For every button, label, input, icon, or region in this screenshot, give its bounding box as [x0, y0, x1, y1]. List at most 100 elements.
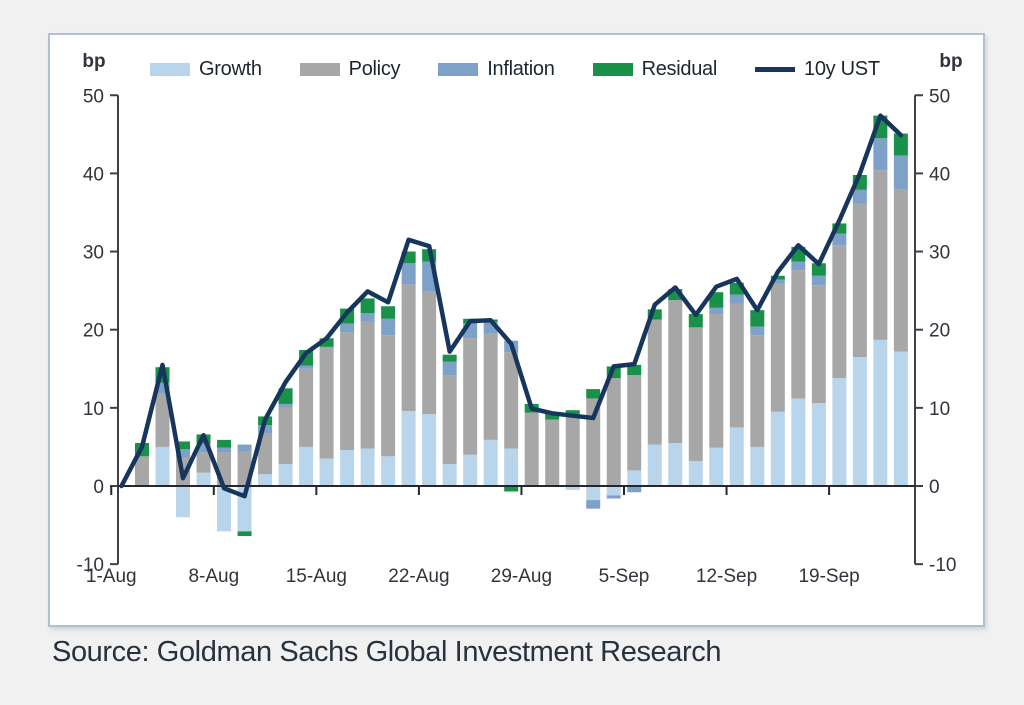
bar-segment-growth — [811, 403, 826, 486]
bar-segment-inflation — [750, 326, 765, 336]
bar-segment-policy — [340, 332, 355, 451]
y-tick-label-left: 20 — [83, 321, 104, 342]
bar-segment-residual — [811, 263, 826, 276]
bar-segment-residual — [176, 441, 191, 450]
bar-segment-growth — [852, 357, 867, 486]
bar-segment-growth — [627, 470, 642, 486]
bar-segment-policy — [299, 368, 314, 447]
bar-segment-residual — [442, 354, 457, 362]
bar-segment-inflation — [811, 275, 826, 286]
y-tick-label-left: 0 — [93, 477, 104, 498]
bar-segment-growth — [176, 486, 191, 518]
bar-segment-growth — [668, 443, 683, 486]
bar-segment-residual — [893, 133, 908, 156]
bar-segment-inflation — [483, 321, 498, 334]
bar-segment-policy — [463, 338, 478, 455]
bar-segment-policy — [545, 419, 560, 486]
bar-segment-residual — [627, 364, 642, 376]
bar-segment-growth — [381, 456, 396, 486]
bar-segment-policy — [893, 189, 908, 352]
bar-segment-growth — [340, 450, 355, 486]
x-tick-label: 19-Sep — [798, 566, 859, 587]
bar-segment-growth — [873, 339, 888, 486]
bar-segment-inflation — [258, 425, 273, 434]
bar-segment-inflation — [360, 313, 375, 322]
bar-segment-residual — [586, 389, 601, 399]
bar-segment-growth — [586, 486, 601, 501]
legend-swatch-icon — [150, 62, 190, 76]
y-tick-label-right: 30 — [929, 243, 950, 264]
y-tick-label-right: 20 — [929, 321, 950, 342]
chart-panel: Growth Policy Inflation Residual 10y UST 50 5… — [48, 33, 985, 627]
bar-segment-growth — [709, 447, 724, 486]
bar-segment-policy — [360, 321, 375, 449]
legend-item-policy: Policy — [299, 57, 401, 81]
bar-segment-growth — [688, 460, 703, 486]
legend-item-inflation: Inflation — [438, 58, 555, 81]
legend-swatch-icon — [438, 62, 479, 76]
x-tick-label: 5-Sep — [599, 566, 650, 587]
bar-segment-policy — [873, 170, 888, 340]
bar-segment-residual — [237, 531, 252, 537]
bar-segment-growth — [299, 446, 314, 486]
y-tick-label-right: 0 — [929, 477, 940, 498]
bar-segment-growth — [319, 458, 334, 486]
y-tick-label-left: 10 — [83, 399, 104, 420]
y-tick-label-right: 40 — [929, 164, 950, 185]
bar-segment-policy — [155, 393, 170, 447]
bar-segment-residual — [319, 338, 334, 347]
bar-segment-growth — [217, 486, 232, 532]
bar-segment-inflation — [196, 443, 211, 453]
bar-segment-policy — [258, 433, 273, 475]
bar-segment-policy — [381, 335, 396, 457]
bar-segment-growth — [422, 414, 437, 486]
legend-label: Policy — [348, 57, 401, 80]
bar-segment-inflation — [873, 138, 888, 171]
bar-segment-policy — [709, 314, 724, 448]
bar-segment-growth — [237, 486, 252, 532]
bar-segment-policy — [483, 333, 498, 440]
bar-segment-policy — [278, 407, 293, 465]
bar-segment-inflation — [852, 189, 867, 204]
bar-segment-growth — [791, 398, 806, 486]
bar-segment-residual — [381, 306, 396, 319]
bar-segment-policy — [627, 375, 642, 471]
bar-segment-residual — [832, 223, 847, 234]
bar-segment-inflation — [709, 307, 724, 315]
bar-segment-inflation — [340, 323, 355, 333]
bar-segment-inflation — [729, 294, 744, 304]
legend-label: Residual — [641, 57, 718, 80]
x-tick-label: 1-Aug — [86, 566, 137, 587]
bar-segment-growth — [565, 486, 580, 490]
y-tick-label-right: 10 — [929, 399, 950, 420]
bar-segment-policy — [647, 319, 662, 445]
bar-segment-growth — [606, 486, 621, 496]
bar-segment-inflation — [237, 444, 252, 452]
bar-segment-inflation — [381, 318, 396, 336]
bar-segment-policy — [770, 283, 785, 412]
bar-segment-inflation — [217, 447, 232, 453]
legend-swatch-icon — [299, 62, 340, 76]
legend-item-growth: Growth — [150, 58, 262, 81]
x-tick-label: 15-Aug — [286, 566, 347, 587]
bar-segment-policy — [319, 346, 334, 459]
bar-segment-policy — [791, 270, 806, 399]
bar-segment-inflation — [586, 500, 601, 509]
bar-segment-growth — [729, 427, 744, 486]
bar-segment-policy — [442, 375, 457, 465]
bar-segment-inflation — [155, 382, 170, 394]
bar-segment-inflation — [176, 449, 191, 458]
legend-swatch-icon — [592, 62, 633, 76]
bar-segment-growth — [278, 464, 293, 486]
bar-segment-policy — [852, 203, 867, 358]
chart-legend: Growth Policy Inflation Residual 10y UST — [150, 57, 880, 81]
y-tick-label-left: 40 — [83, 164, 104, 185]
bar-segment-residual — [401, 251, 416, 264]
bar-segment-residual — [770, 275, 785, 280]
bar-segment-inflation — [791, 261, 806, 271]
bar-segment-policy — [135, 456, 150, 486]
bar-segment-growth — [647, 444, 662, 486]
bar-segment-growth — [401, 410, 416, 486]
y-tick-label-left: -10 — [77, 555, 104, 576]
bar-segment-growth — [770, 411, 785, 486]
